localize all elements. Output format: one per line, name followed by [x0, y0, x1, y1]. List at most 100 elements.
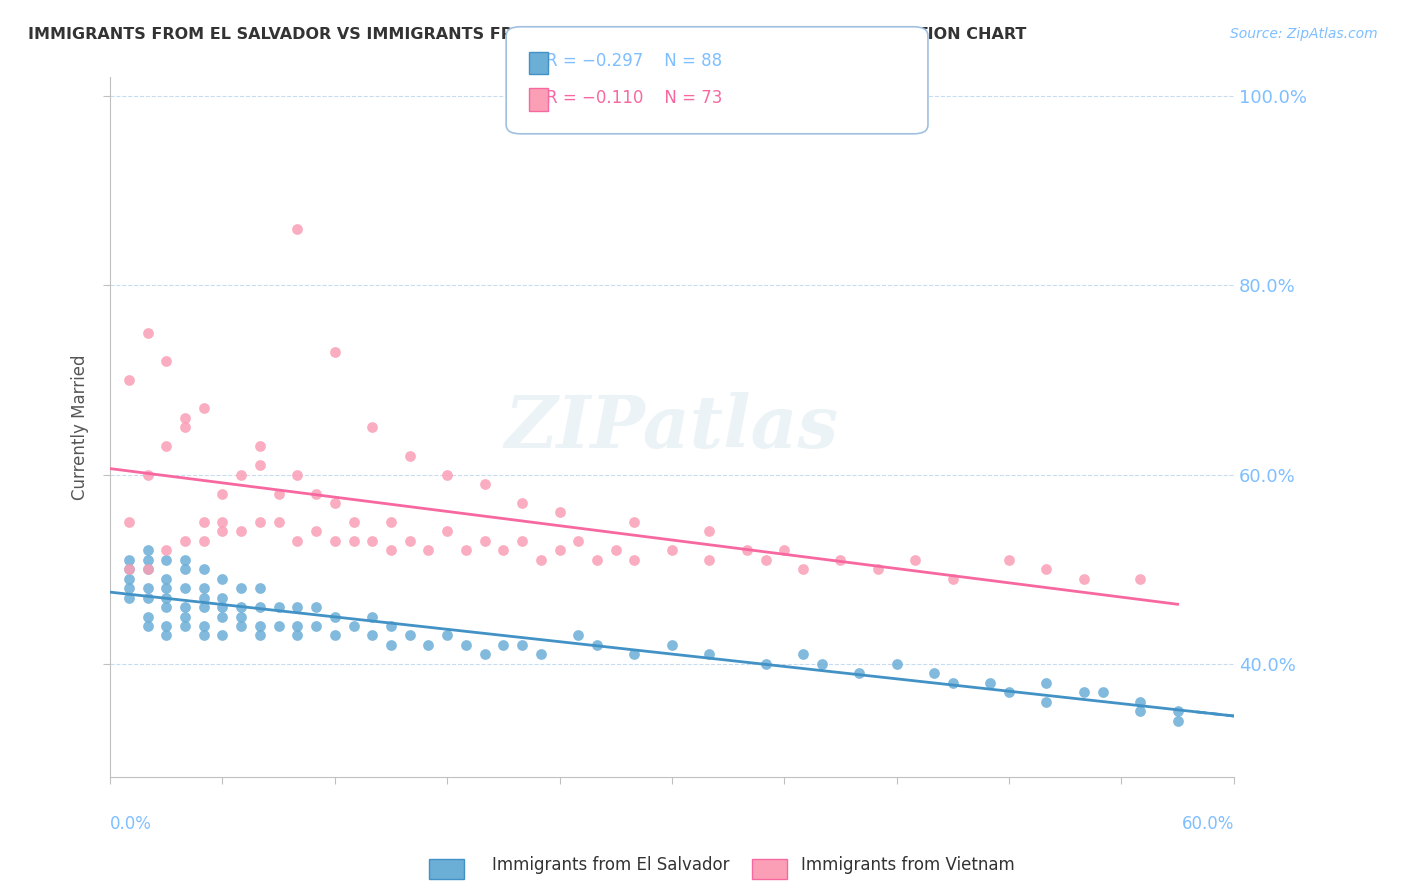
Point: [323, 609, 346, 624]
Point: [174, 562, 197, 576]
Point: [285, 628, 308, 642]
Point: [548, 543, 571, 558]
Text: Source: ZipAtlas.com: Source: ZipAtlas.com: [1230, 27, 1378, 41]
Point: [249, 600, 271, 615]
Point: [1073, 572, 1095, 586]
Point: [436, 628, 458, 642]
Text: R = −0.110    N = 73: R = −0.110 N = 73: [546, 89, 721, 107]
Point: [118, 553, 141, 567]
Point: [1129, 695, 1152, 709]
Point: [211, 515, 233, 529]
Point: [231, 609, 253, 624]
Point: [285, 533, 308, 548]
Point: [1167, 714, 1189, 728]
Point: [231, 600, 253, 615]
Point: [118, 581, 141, 595]
Point: [398, 449, 420, 463]
Point: [136, 467, 159, 482]
Point: [285, 221, 308, 235]
Point: [136, 591, 159, 605]
Point: [285, 467, 308, 482]
Point: [605, 543, 627, 558]
Point: [249, 581, 271, 595]
Text: 0.0%: 0.0%: [110, 815, 152, 833]
Point: [323, 496, 346, 510]
Point: [1091, 685, 1114, 699]
Point: [1167, 704, 1189, 718]
Point: [342, 515, 364, 529]
Point: [361, 609, 384, 624]
Point: [136, 553, 159, 567]
Point: [510, 533, 533, 548]
Point: [735, 543, 758, 558]
Point: [174, 600, 197, 615]
Point: [267, 600, 290, 615]
Point: [436, 524, 458, 539]
Point: [904, 553, 927, 567]
Point: [267, 486, 290, 500]
Point: [866, 562, 889, 576]
Point: [661, 543, 683, 558]
Point: [174, 410, 197, 425]
Point: [773, 543, 796, 558]
Point: [323, 344, 346, 359]
Point: [136, 619, 159, 633]
Point: [249, 619, 271, 633]
Point: [886, 657, 908, 671]
Point: [155, 628, 177, 642]
Point: [267, 619, 290, 633]
Point: [136, 326, 159, 340]
Point: [155, 591, 177, 605]
Point: [155, 572, 177, 586]
Point: [323, 628, 346, 642]
Point: [530, 648, 553, 662]
Point: [193, 401, 215, 416]
Point: [398, 628, 420, 642]
Point: [174, 581, 197, 595]
Point: [1035, 695, 1057, 709]
Point: [267, 515, 290, 529]
Point: [136, 581, 159, 595]
Point: [1129, 704, 1152, 718]
Text: Immigrants from El Salvador: Immigrants from El Salvador: [492, 856, 730, 874]
Point: [492, 543, 515, 558]
Point: [586, 638, 609, 652]
Point: [380, 543, 402, 558]
Point: [118, 562, 141, 576]
Point: [699, 553, 721, 567]
Text: Immigrants from Vietnam: Immigrants from Vietnam: [801, 856, 1015, 874]
Point: [810, 657, 832, 671]
Point: [1035, 675, 1057, 690]
Point: [305, 486, 328, 500]
Point: [942, 675, 965, 690]
Point: [155, 439, 177, 453]
Point: [492, 638, 515, 652]
Point: [305, 600, 328, 615]
Text: 60.0%: 60.0%: [1181, 815, 1234, 833]
Point: [193, 628, 215, 642]
Point: [211, 591, 233, 605]
Point: [231, 619, 253, 633]
Point: [361, 533, 384, 548]
Point: [623, 553, 645, 567]
Point: [510, 638, 533, 652]
Point: [474, 648, 496, 662]
Point: [211, 524, 233, 539]
Point: [623, 515, 645, 529]
Point: [136, 609, 159, 624]
Point: [1035, 562, 1057, 576]
Point: [249, 515, 271, 529]
Point: [661, 638, 683, 652]
Point: [454, 638, 477, 652]
Point: [211, 628, 233, 642]
Point: [118, 591, 141, 605]
Point: [342, 619, 364, 633]
Point: [193, 581, 215, 595]
Point: [380, 619, 402, 633]
Point: [136, 543, 159, 558]
Point: [174, 619, 197, 633]
Point: [305, 619, 328, 633]
Point: [418, 638, 440, 652]
Point: [174, 553, 197, 567]
Point: [342, 533, 364, 548]
